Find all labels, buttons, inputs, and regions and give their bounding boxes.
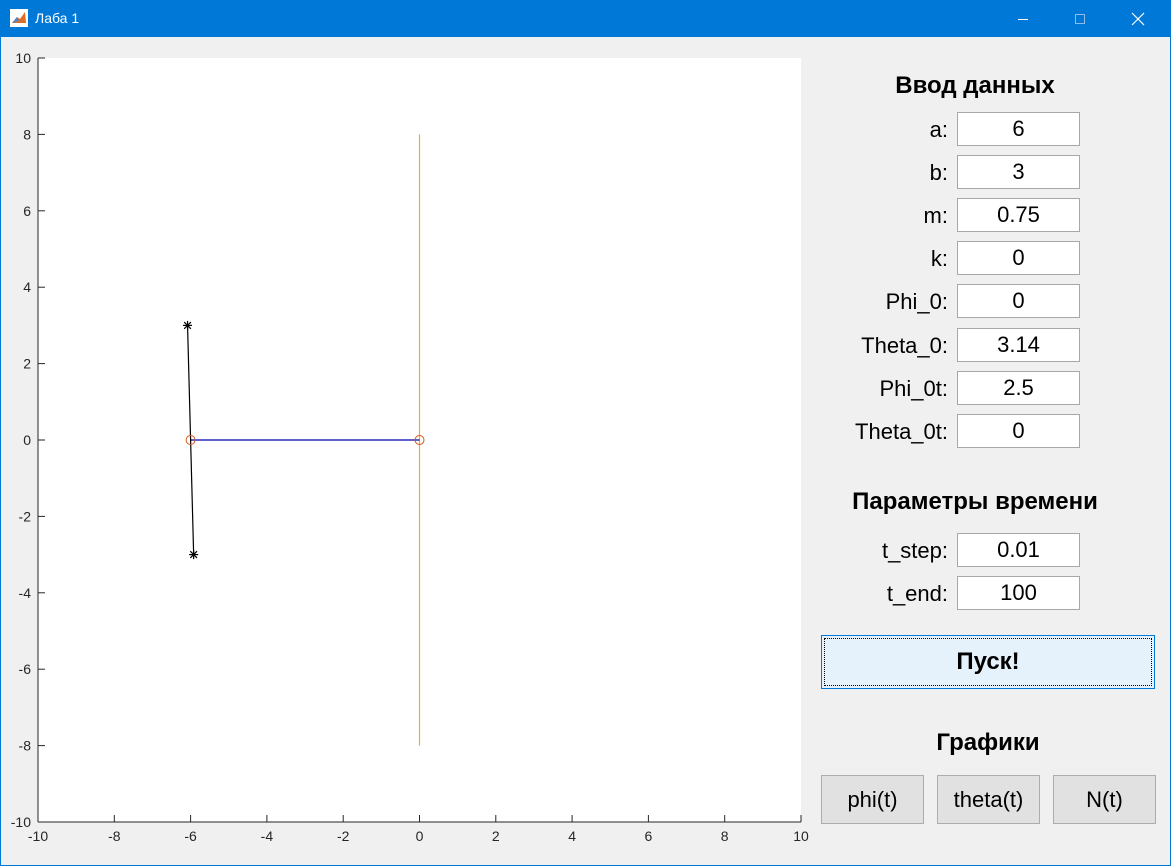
n-graph-button[interactable]: N(t) [1053, 775, 1156, 824]
param-label-5: Theta_0: [861, 332, 948, 358]
maximize-button[interactable] [1057, 0, 1103, 37]
marker-pivot-circle [185, 435, 196, 445]
phi-graph-button[interactable]: phi(t) [821, 775, 924, 824]
x-tick-label: -6 [184, 828, 197, 844]
x-tick-label: -10 [28, 828, 48, 844]
param-label-4: Phi_0: [885, 289, 948, 315]
x-tick-label: -2 [337, 828, 350, 844]
simulation-plot[interactable]: -10 -8 -6 -4 -2 0 2 4 6 8 10 10 8 6 4 2 0 -2 -4 -6 -8 -10 [0, 37, 810, 866]
param-label-6: Phi_0t: [879, 375, 949, 401]
param-label-1: b: [929, 160, 948, 186]
time-param-input-0[interactable] [957, 533, 1080, 567]
time-param-label-0: t_step: [881, 538, 948, 563]
y-tick-label: -8 [19, 738, 32, 754]
time-param-label-1: t_end: [886, 581, 948, 606]
y-tick-label: 2 [23, 356, 31, 372]
x-tick-label: 2 [492, 828, 500, 844]
y-tick-label: -2 [19, 508, 32, 524]
x-tick-label: 8 [721, 828, 729, 844]
y-tick-label: -10 [11, 814, 31, 830]
marker-slider-circle [414, 435, 425, 445]
param-input-0[interactable] [957, 112, 1080, 146]
param-input-5[interactable] [957, 327, 1080, 362]
run-button[interactable]: Пуск! [821, 635, 1155, 689]
marker-rod-end-bottom [189, 550, 199, 560]
param-input-3[interactable] [957, 241, 1080, 276]
y-tick-label: 4 [23, 279, 31, 295]
y-tick-label: 10 [15, 50, 31, 66]
maximize-icon [1075, 13, 1085, 24]
param-label-7: Theta_0t: [855, 418, 948, 444]
x-tick-label: 0 [416, 828, 424, 844]
marker-rod-end-top [183, 320, 193, 330]
graphs-section-heading: Графики [936, 729, 1040, 756]
asterisk-stroke [189, 550, 198, 559]
series-pendulum-rod [186, 325, 195, 555]
param-input-4[interactable] [957, 284, 1080, 319]
param-input-7[interactable] [957, 413, 1080, 448]
y-tick-label: 6 [23, 203, 31, 219]
y-tick-label: 8 [23, 126, 31, 142]
x-tick-label: -8 [108, 828, 121, 844]
input-section-heading: Ввод данных [895, 72, 1055, 99]
y-tick-label: 0 [23, 432, 31, 448]
y-tick-label: -4 [19, 585, 32, 601]
y-tick-label: -6 [19, 661, 32, 677]
plot-axes: -10 -8 -6 -4 -2 0 2 4 6 8 10 10 8 6 4 2 0 -2 -4 -6 -8 -10 [11, 50, 809, 844]
close-window-button[interactable] [1115, 0, 1161, 37]
param-input-6[interactable] [957, 370, 1080, 405]
theta-graph-button[interactable]: theta(t) [937, 775, 1040, 824]
minimize-icon [1018, 18, 1028, 20]
time-section-heading: Параметры времени [852, 488, 1098, 515]
x-tick-label: -4 [261, 828, 274, 844]
param-label-2: m: [923, 203, 948, 229]
title-bar: Лаба 1 [0, 0, 1171, 37]
minimize-button[interactable] [1000, 0, 1046, 37]
x-tick-label: 6 [645, 828, 653, 844]
plot-content [183, 134, 425, 746]
param-input-1[interactable] [957, 155, 1080, 190]
param-input-2[interactable] [957, 198, 1080, 233]
x-tick-label: 4 [568, 828, 576, 844]
matlab-icon [10, 9, 28, 27]
time-param-input-1[interactable] [957, 576, 1080, 610]
window-title: Лаба 1 [35, 10, 80, 26]
asterisk-stroke [183, 321, 192, 330]
param-label-3: k: [930, 246, 948, 272]
param-label-0: a: [929, 117, 948, 142]
x-tick-label: 10 [793, 828, 809, 844]
close-icon [1131, 12, 1145, 25]
